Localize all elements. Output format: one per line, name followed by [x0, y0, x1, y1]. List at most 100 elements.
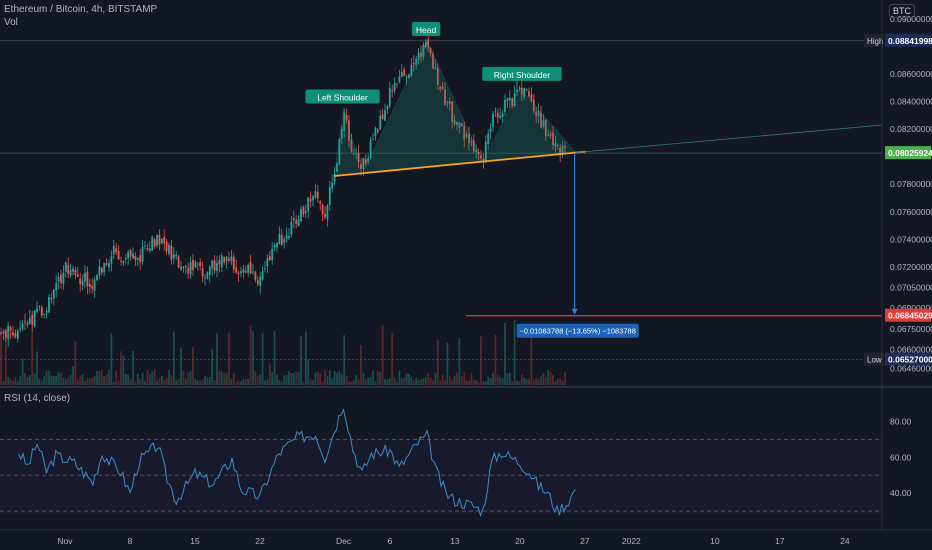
- volume-bar: [261, 333, 264, 385]
- candle-body: [182, 266, 185, 268]
- candle-body: [21, 323, 24, 329]
- volume-bar: [182, 370, 185, 385]
- candle-body: [424, 41, 427, 47]
- volume-bar: [484, 381, 487, 385]
- volume-bar: [163, 379, 166, 385]
- candle-body: [451, 101, 454, 122]
- left-shoulder-label-box: [305, 89, 380, 104]
- candle-body: [516, 89, 518, 93]
- candle-body: [518, 88, 521, 90]
- candle-body: [220, 255, 223, 268]
- volume-bar: [403, 377, 406, 385]
- volume-bar: [76, 379, 79, 385]
- candle-body: [504, 99, 506, 112]
- volume-bar: [314, 372, 317, 385]
- low-label-box: [864, 352, 884, 366]
- candle-body: [228, 258, 230, 261]
- volume-bar: [16, 381, 19, 385]
- head-and-shoulders-pattern: −0.01083788 (−13.65%) −1083788 Left Shoul…: [305, 22, 883, 338]
- candle-body: [93, 279, 96, 291]
- candle-body: [60, 274, 62, 284]
- candle-body: [31, 314, 34, 326]
- candle-body: [436, 68, 439, 85]
- candle-body: [124, 258, 127, 260]
- candle-body: [206, 272, 209, 279]
- candle-body: [40, 307, 43, 316]
- candle-body: [561, 145, 564, 155]
- candle-body: [261, 271, 264, 280]
- volume-bar: [391, 332, 394, 385]
- volume-bar: [544, 377, 547, 385]
- volume-bar: [549, 372, 552, 385]
- candle-body: [350, 140, 353, 152]
- candle-body: [420, 52, 422, 57]
- volume-bar: [400, 378, 403, 385]
- volume-bar: [518, 381, 521, 385]
- volume-bar: [108, 369, 110, 385]
- candle-body: [0, 332, 2, 334]
- time-axis[interactable]: Nov 8 15 22 Dec 6 13 20 27 2022 10 17 24: [57, 536, 849, 546]
- volume-bar: [235, 381, 238, 385]
- volume-bar: [266, 379, 269, 385]
- volume-bar: [477, 381, 480, 385]
- volume-bar: [360, 344, 362, 385]
- candle-body: [489, 128, 492, 132]
- candle-body: [494, 111, 497, 113]
- candle-body: [357, 152, 360, 163]
- candle-body: [86, 271, 89, 287]
- candle-body: [240, 271, 242, 274]
- currency-badge[interactable]: BTC: [889, 4, 915, 18]
- rsi-tick-label: 60.00: [890, 452, 912, 462]
- candle-body: [163, 237, 166, 244]
- rsi-label[interactable]: RSI (14, close): [4, 393, 71, 404]
- volume-bar: [458, 338, 461, 385]
- volume-bar: [112, 381, 115, 385]
- projection-arrowhead: [571, 308, 578, 315]
- candle-body: [446, 101, 449, 103]
- volume-bar: [240, 381, 242, 385]
- candle-body: [283, 239, 286, 243]
- volume-bar: [122, 355, 125, 385]
- candle-body: [189, 261, 192, 275]
- volume-bar: [55, 376, 58, 385]
- volume-layer: [0, 319, 566, 385]
- symbol-title[interactable]: Ethereum / Bitcoin, 4h, BITSTAMP: [4, 4, 158, 15]
- volume-bar: [91, 377, 94, 385]
- volume-bar: [187, 372, 190, 385]
- volume-bar: [237, 380, 240, 385]
- candle-body: [484, 141, 487, 163]
- volume-label[interactable]: Vol: [4, 17, 18, 28]
- volume-bar: [9, 379, 12, 385]
- volume-bar: [256, 376, 259, 385]
- head-label: Head: [416, 25, 437, 35]
- volume-bar: [276, 374, 278, 385]
- volume-bar: [345, 375, 348, 385]
- candle-body: [91, 285, 94, 289]
- candle-body: [74, 269, 77, 275]
- volume-bar: [62, 377, 65, 385]
- pattern-fill-area: [333, 40, 577, 177]
- candle-body: [252, 271, 254, 273]
- candle-body: [4, 330, 7, 337]
- volume-bar: [494, 334, 497, 385]
- time-tick-label: 6: [388, 536, 393, 546]
- volume-bar: [446, 342, 449, 385]
- price-axis[interactable]: 0.09000000 0.08600000 0.08400000 0.08200000…: [864, 14, 932, 498]
- candle-body: [285, 235, 288, 239]
- candle-body: [434, 67, 437, 69]
- candle-body: [139, 255, 142, 263]
- high-label-box: [864, 33, 884, 47]
- candle-body: [204, 277, 206, 279]
- measure-text: −0.01083788 (−13.65%) −1083788: [519, 327, 636, 336]
- rsi-layer: [0, 408, 882, 518]
- candle-body: [170, 245, 173, 260]
- volume-bar: [472, 380, 475, 385]
- candle-body: [172, 254, 175, 259]
- candle-body: [151, 236, 154, 251]
- volume-bar: [103, 376, 106, 385]
- candle-body: [264, 268, 266, 270]
- price-tick-label: 0.07400000: [890, 234, 932, 244]
- volume-bar: [81, 374, 84, 385]
- volume-bar: [254, 371, 257, 385]
